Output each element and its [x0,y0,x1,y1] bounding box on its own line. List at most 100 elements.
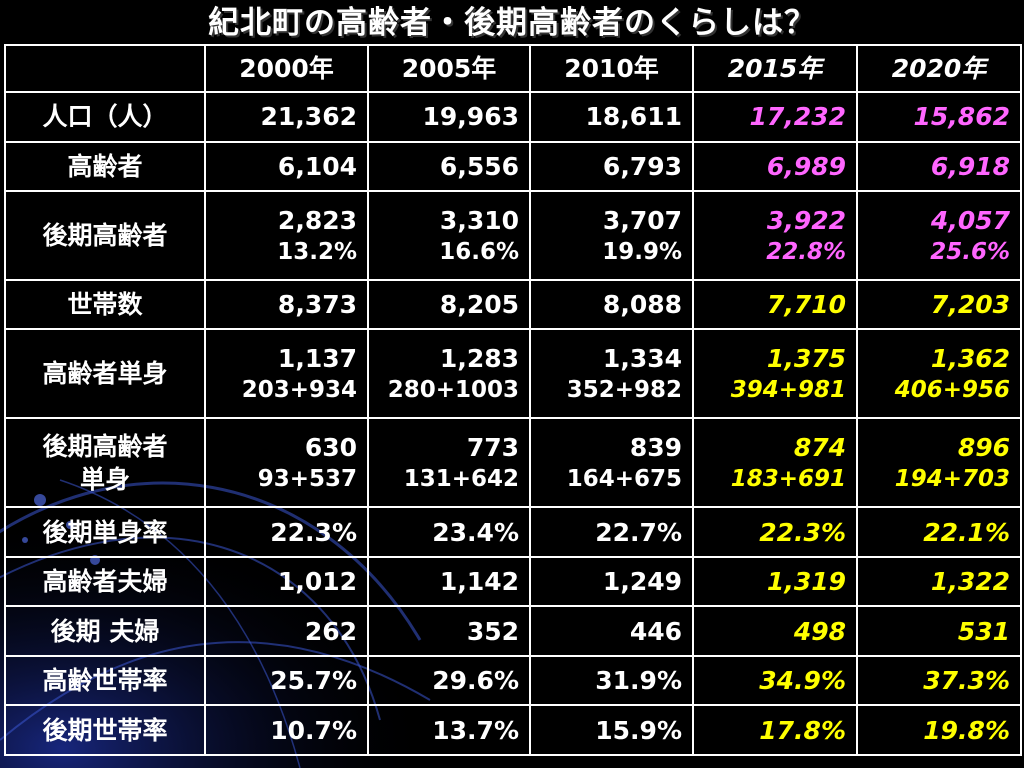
table-row: 後期 夫婦 262 352 446 498 531 [4,605,1022,657]
cell-subvalue: 406+956 [894,377,1010,404]
value-cell: 352 [367,605,531,657]
value-cell: 13.7% [367,704,531,756]
cell-value: 22.3% [270,517,357,547]
cell-value: 29.6% [432,666,519,696]
value-cell: 8,088 [529,278,694,331]
row-label: 後期世帯率 [4,704,206,756]
row-label-line: 高齢者単身 [42,359,168,389]
value-cell: 1,375 394+981 [692,328,858,420]
value-cell: 2,823 13.2% [204,190,369,281]
value-cell: 498 [692,605,858,657]
cell-subvalue: 394+981 [730,377,846,404]
row-label-line: 後期世帯率 [42,715,168,745]
row-label: 世帯数 [4,278,206,331]
cell-value: 13.7% [432,715,519,745]
cell-subvalue: 164+675 [566,466,682,493]
cell-value: 6,556 [439,151,519,181]
value-cell: 34.9% [692,654,858,707]
value-cell: 6,556 [367,140,531,193]
value-cell: 1,362 406+956 [856,328,1022,420]
row-label: 高齢者 [4,140,206,193]
cell-value: 18,611 [585,102,682,132]
cell-value: 25.7% [270,666,357,696]
header-cell-year: 2020年 [856,44,1022,93]
value-cell: 15,862 [856,91,1022,143]
cell-value: 896 [957,433,1010,463]
value-cell: 446 [529,605,694,657]
cell-subvalue: 19.9% [602,239,682,265]
cell-value: 1,012 [277,567,357,597]
value-cell: 1,334 352+982 [529,328,694,420]
cell-subvalue: 280+1003 [387,377,519,404]
row-label: 後期単身率 [4,506,206,558]
value-cell: 10.7% [204,704,369,756]
value-cell: 262 [204,605,369,657]
header-row: 2000年 2005年 2010年 2015年 2020年 [4,44,1022,93]
cell-value: 446 [629,616,682,646]
value-cell: 18,611 [529,91,694,143]
value-cell: 3,922 22.8% [692,190,858,281]
cell-subvalue: 183+691 [730,466,846,493]
row-label-line: 後期単身率 [42,517,168,547]
value-cell: 6,104 [204,140,369,193]
value-cell: 37.3% [856,654,1022,707]
cell-value: 6,793 [602,151,682,181]
cell-value: 773 [466,433,519,463]
table-row: 人口（人） 21,362 19,963 18,611 17,232 15,862 [4,91,1022,143]
value-cell: 15.9% [529,704,694,756]
cell-value: 3,310 [439,206,519,235]
header-cell-year: 2010年 [529,44,694,93]
slide-title: 紀北町の高齢者・後期高齢者のくらしは？ [208,5,816,41]
row-label: 後期高齢者 単身 [4,417,206,509]
cell-value: 1,334 [602,344,682,374]
cell-value: 1,319 [766,567,846,597]
cell-value: 1,362 [930,344,1010,374]
cell-value: 8,373 [277,290,357,320]
value-cell: 22.7% [529,506,694,558]
cell-value: 1,283 [439,344,519,374]
row-label-line: 高齢者 [67,151,143,181]
cell-value: 22.3% [759,517,846,547]
value-cell: 7,203 [856,278,1022,331]
cell-value: 8,088 [602,290,682,320]
cell-value: 6,989 [766,151,846,181]
value-cell: 19.8% [856,704,1022,756]
cell-value: 6,104 [277,151,357,181]
cell-subvalue: 25.6% [930,239,1010,265]
row-label-line: 後期高齢者 [42,431,168,461]
cell-value: 17,232 [749,102,846,132]
value-cell: 23.4% [367,506,531,558]
table-row: 高齢世帯率 25.7% 29.6% 31.9% 34.9% 37.3% [4,654,1022,707]
row-label-line: 世帯数 [67,290,143,320]
header-cell-empty [4,44,206,93]
cell-value: 874 [793,433,846,463]
cell-value: 15,862 [913,102,1010,132]
cell-value: 7,710 [766,290,846,320]
table-row: 高齢者 6,104 6,556 6,793 6,989 6,918 [4,140,1022,193]
table-row: 世帯数 8,373 8,205 8,088 7,710 7,203 [4,278,1022,331]
cell-value: 6,918 [930,151,1010,181]
cell-subvalue: 93+537 [257,466,357,493]
cell-value: 17.8% [759,715,846,745]
value-cell: 1,137 203+934 [204,328,369,420]
cell-value: 839 [629,433,682,463]
value-cell: 8,373 [204,278,369,331]
cell-value: 531 [957,616,1010,646]
cell-value: 31.9% [595,666,682,696]
cell-value: 630 [304,433,357,463]
value-cell: 29.6% [367,654,531,707]
cell-value: 22.7% [595,517,682,547]
header-cell-year: 2000年 [204,44,369,93]
table-row: 後期高齢者 単身 630 93+537 773 131+642 839 164+675 874 1… [4,417,1022,509]
cell-value: 8,205 [439,290,519,320]
table-row: 高齢者単身 1,137 203+934 1,283 280+1003 1,334 352+9… [4,328,1022,420]
header-cell-year: 2005年 [367,44,531,93]
value-cell: 22.3% [692,506,858,558]
table-row: 高齢者夫婦 1,012 1,142 1,249 1,319 1,322 [4,555,1022,608]
value-cell: 6,989 [692,140,858,193]
row-label: 後期 夫婦 [4,605,206,657]
cell-subvalue: 13.2% [277,239,357,265]
value-cell: 17.8% [692,704,858,756]
row-label: 高齢世帯率 [4,654,206,707]
